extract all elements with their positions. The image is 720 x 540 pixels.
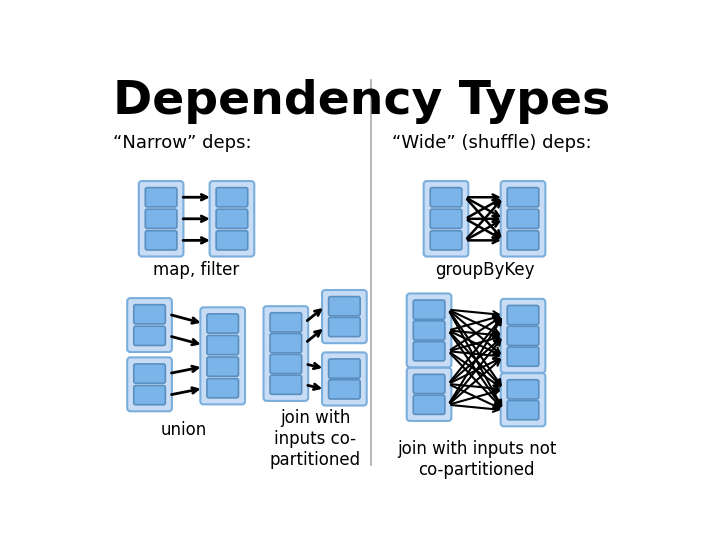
Text: union: union <box>161 421 207 438</box>
Text: Dependency Types: Dependency Types <box>113 79 611 124</box>
FancyBboxPatch shape <box>270 334 302 353</box>
FancyBboxPatch shape <box>134 305 166 324</box>
FancyBboxPatch shape <box>500 299 545 373</box>
FancyBboxPatch shape <box>145 187 177 207</box>
FancyBboxPatch shape <box>413 395 445 414</box>
FancyBboxPatch shape <box>431 187 462 207</box>
FancyBboxPatch shape <box>500 373 545 426</box>
Text: join with inputs not
co-partitioned: join with inputs not co-partitioned <box>397 440 557 478</box>
FancyBboxPatch shape <box>507 347 539 366</box>
FancyBboxPatch shape <box>134 386 166 405</box>
FancyBboxPatch shape <box>270 375 302 394</box>
FancyBboxPatch shape <box>127 298 172 352</box>
FancyBboxPatch shape <box>134 364 166 383</box>
FancyBboxPatch shape <box>413 342 445 361</box>
FancyBboxPatch shape <box>207 357 238 376</box>
Text: “Wide” (shuffle) deps:: “Wide” (shuffle) deps: <box>392 134 592 152</box>
FancyBboxPatch shape <box>507 231 539 250</box>
FancyBboxPatch shape <box>207 314 238 333</box>
FancyBboxPatch shape <box>134 326 166 346</box>
Text: groupByKey: groupByKey <box>435 261 534 279</box>
FancyBboxPatch shape <box>328 296 360 316</box>
FancyBboxPatch shape <box>216 231 248 250</box>
FancyBboxPatch shape <box>507 187 539 207</box>
FancyBboxPatch shape <box>413 374 445 394</box>
Text: “Narrow” deps:: “Narrow” deps: <box>113 134 252 152</box>
Text: join with
inputs co-
partitioned: join with inputs co- partitioned <box>269 409 361 469</box>
FancyBboxPatch shape <box>407 368 451 421</box>
FancyBboxPatch shape <box>200 307 245 404</box>
FancyBboxPatch shape <box>322 353 366 406</box>
FancyBboxPatch shape <box>270 354 302 374</box>
FancyBboxPatch shape <box>210 181 254 256</box>
FancyBboxPatch shape <box>139 181 184 256</box>
FancyBboxPatch shape <box>431 231 462 250</box>
FancyBboxPatch shape <box>507 401 539 420</box>
FancyBboxPatch shape <box>322 290 366 343</box>
FancyBboxPatch shape <box>207 379 238 398</box>
FancyBboxPatch shape <box>500 181 545 256</box>
FancyBboxPatch shape <box>127 357 172 411</box>
FancyBboxPatch shape <box>328 359 360 378</box>
FancyBboxPatch shape <box>407 294 451 367</box>
FancyBboxPatch shape <box>216 209 248 228</box>
FancyBboxPatch shape <box>507 209 539 228</box>
FancyBboxPatch shape <box>145 231 177 250</box>
FancyBboxPatch shape <box>270 313 302 332</box>
FancyBboxPatch shape <box>423 181 468 256</box>
FancyBboxPatch shape <box>431 209 462 228</box>
FancyBboxPatch shape <box>507 380 539 399</box>
FancyBboxPatch shape <box>264 306 308 401</box>
FancyBboxPatch shape <box>507 306 539 325</box>
Text: map, filter: map, filter <box>153 261 240 279</box>
FancyBboxPatch shape <box>413 300 445 319</box>
FancyBboxPatch shape <box>207 335 238 355</box>
FancyBboxPatch shape <box>328 318 360 336</box>
FancyBboxPatch shape <box>507 326 539 346</box>
FancyBboxPatch shape <box>145 209 177 228</box>
FancyBboxPatch shape <box>216 187 248 207</box>
FancyBboxPatch shape <box>328 380 360 399</box>
FancyBboxPatch shape <box>413 321 445 340</box>
